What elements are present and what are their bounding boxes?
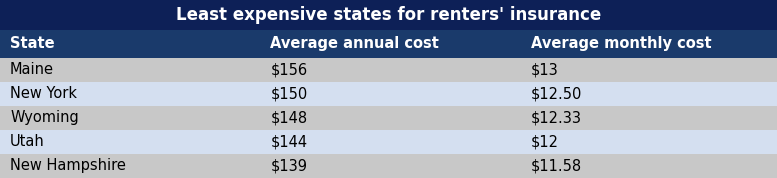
Text: $139: $139 bbox=[270, 158, 308, 174]
Text: $150: $150 bbox=[270, 86, 308, 101]
Text: Utah: Utah bbox=[10, 134, 45, 150]
Text: Average annual cost: Average annual cost bbox=[270, 36, 439, 51]
Text: State: State bbox=[10, 36, 54, 51]
Text: $11.58: $11.58 bbox=[531, 158, 582, 174]
Text: Least expensive states for renters' insurance: Least expensive states for renters' insu… bbox=[176, 6, 601, 24]
Text: $156: $156 bbox=[270, 62, 308, 77]
Text: $148: $148 bbox=[270, 110, 308, 125]
Bar bbox=[0, 130, 777, 154]
Text: Wyoming: Wyoming bbox=[10, 110, 78, 125]
Bar bbox=[0, 30, 777, 58]
Text: $144: $144 bbox=[270, 134, 308, 150]
Bar bbox=[0, 82, 777, 106]
Bar bbox=[0, 58, 777, 82]
Text: $13: $13 bbox=[531, 62, 559, 77]
Bar bbox=[0, 0, 777, 30]
Text: $12.50: $12.50 bbox=[531, 86, 582, 101]
Text: $12: $12 bbox=[531, 134, 559, 150]
Text: New York: New York bbox=[10, 86, 77, 101]
Text: Maine: Maine bbox=[10, 62, 54, 77]
Text: $12.33: $12.33 bbox=[531, 110, 582, 125]
Bar bbox=[0, 154, 777, 178]
Bar bbox=[0, 106, 777, 130]
Text: Average monthly cost: Average monthly cost bbox=[531, 36, 711, 51]
Text: New Hampshire: New Hampshire bbox=[10, 158, 126, 174]
